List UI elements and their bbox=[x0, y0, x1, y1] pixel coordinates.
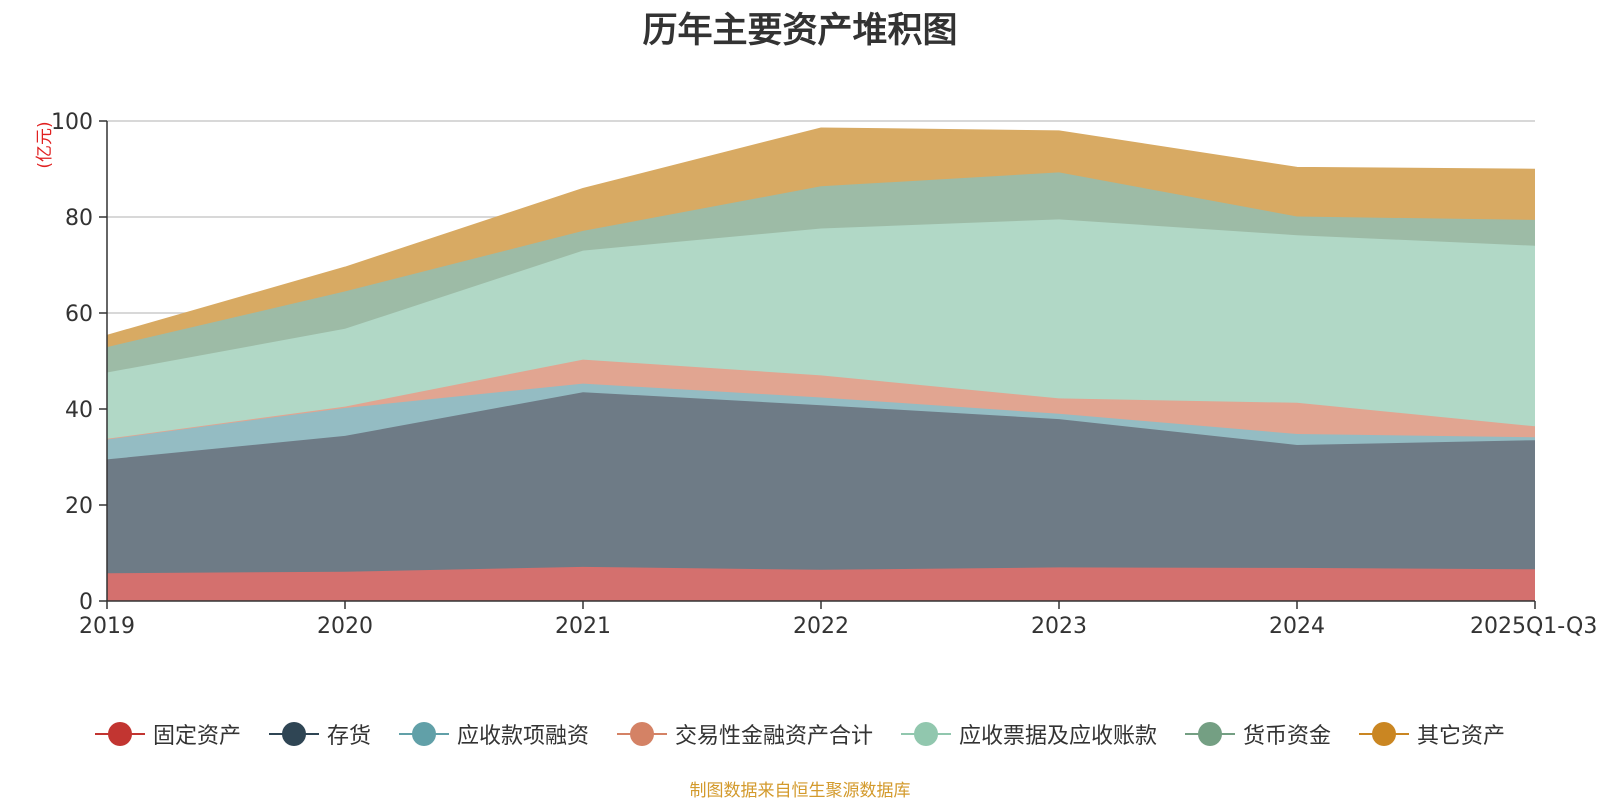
legend-label: 交易性金融资产合计 bbox=[674, 724, 873, 749]
legend-label: 货币资金 bbox=[1243, 724, 1332, 749]
legend-marker-icon bbox=[268, 721, 319, 747]
x-tick-label: 2020 bbox=[317, 614, 373, 639]
legend-item[interactable]: 应收款项融资 bbox=[398, 718, 589, 750]
x-tick-label: 2022 bbox=[793, 614, 849, 639]
y-tick-label: 60 bbox=[65, 302, 93, 327]
legend-label: 应收票据及应收账款 bbox=[959, 724, 1158, 749]
legend-marker-icon bbox=[1359, 721, 1410, 747]
y-tick-label: 100 bbox=[51, 110, 93, 135]
x-tick-label: 2023 bbox=[1031, 614, 1087, 639]
axis-layer: 0 20 40 60 80 100 2019 2020 2021 2022 2023 2024 2025… bbox=[51, 110, 1597, 639]
source-note: 制图数据来自恒生聚源数据库 bbox=[689, 781, 911, 801]
area-series-3[interactable] bbox=[107, 359, 1535, 440]
y-tick-label: 40 bbox=[65, 398, 93, 423]
area-series-5[interactable] bbox=[107, 172, 1535, 373]
y-tick-label: 20 bbox=[65, 494, 93, 519]
x-tick-label: 2019 bbox=[79, 614, 135, 639]
legend-label: 固定资产 bbox=[152, 724, 241, 749]
legend-label: 存货 bbox=[326, 724, 371, 749]
legend-label: 其它资产 bbox=[1417, 724, 1506, 749]
legend: 固定资产 存货 应收款项融资 交易性金融资产合计 应收票据及应收账款 货币资金 其它资产 bbox=[0, 718, 1600, 750]
y-tick-label: 0 bbox=[79, 590, 93, 615]
legend-label: 应收款项融资 bbox=[456, 724, 589, 749]
area-series-4[interactable] bbox=[107, 219, 1535, 439]
legend-item[interactable]: 固定资产 bbox=[94, 718, 241, 750]
legend-item[interactable]: 其它资产 bbox=[1359, 718, 1505, 750]
x-tick-label: 2025Q1-Q3 bbox=[1470, 614, 1597, 639]
area-series-0[interactable] bbox=[107, 566, 1535, 601]
area-series-2[interactable] bbox=[107, 383, 1535, 460]
legend-marker-icon bbox=[901, 721, 951, 747]
legend-marker-icon bbox=[616, 721, 667, 747]
legend-item[interactable]: 交易性金融资产合计 bbox=[616, 718, 873, 750]
y-axis-label: (亿元) bbox=[35, 121, 55, 168]
legend-item[interactable]: 货币资金 bbox=[1185, 718, 1331, 750]
area-layer bbox=[106, 127, 1536, 601]
legend-item[interactable]: 存货 bbox=[268, 718, 371, 750]
chart-title: 历年主要资产堆积图 bbox=[642, 11, 958, 51]
legend-marker-icon bbox=[398, 721, 449, 747]
legend-marker-icon bbox=[1185, 721, 1236, 747]
y-tick-label: 80 bbox=[65, 206, 93, 231]
x-tick-label: 2021 bbox=[555, 614, 611, 639]
legend-item[interactable]: 应收票据及应收账款 bbox=[901, 718, 1157, 750]
x-tick-label: 2024 bbox=[1269, 614, 1325, 639]
chart-area: 0 20 40 60 80 100 2019 2020 2021 2022 2023 2024 2025… bbox=[35, 110, 1597, 639]
legend-marker-icon bbox=[94, 721, 145, 747]
area-series-6-line bbox=[106, 127, 1536, 337]
area-series-6[interactable] bbox=[107, 128, 1535, 348]
area-series-1[interactable] bbox=[107, 392, 1535, 574]
